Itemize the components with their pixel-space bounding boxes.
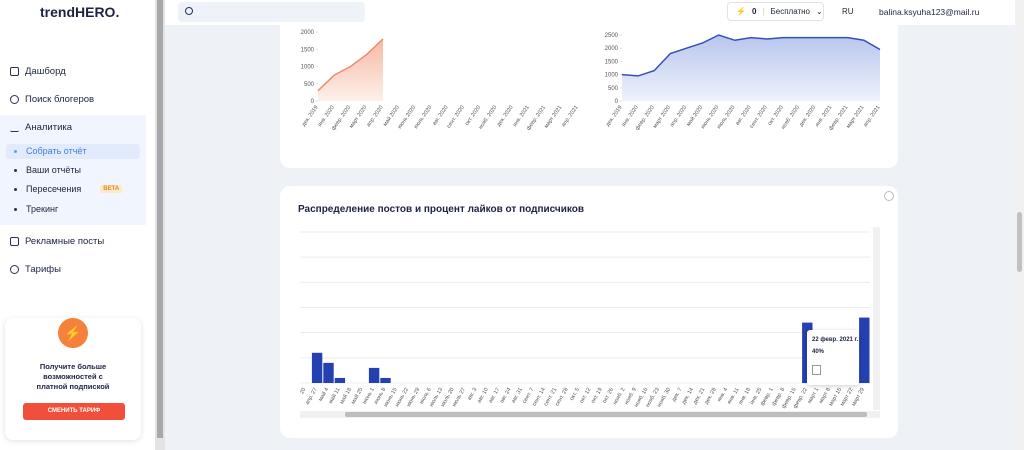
search-icon [185, 7, 193, 15]
analytics-group [0, 115, 146, 225]
y-tick-label: 0 [311, 99, 315, 105]
nav-item[interactable]: Аналитика [10, 122, 72, 133]
nav-label: Поиск блогеров [25, 94, 95, 105]
upgrade-button[interactable]: СМЕНИТЬ ТАРИФ [23, 403, 125, 420]
nav-label: Рекламные посты [25, 236, 105, 247]
y-tick-label: 1500 [301, 47, 315, 53]
sidebar: trendHERO. Дашборд Поиск блогеров Аналит… [0, 0, 155, 450]
sub-label: Пересечения [26, 184, 82, 194]
bolt-icon: ⚡ [736, 7, 746, 16]
search-box[interactable] [178, 2, 365, 22]
tooltip-title: 22 февр. 2021 г. [812, 337, 859, 343]
page-scrollbar [1015, 0, 1024, 450]
promo-card: ⚡ Получите больше возможностей с платной… [5, 318, 141, 440]
y-tick-label: 2000 [605, 46, 619, 52]
sub-item[interactable]: Пересечения BETA [14, 184, 123, 194]
nav-item[interactable]: Тарифы [10, 264, 61, 275]
x-tick-label: окт. 5 [569, 387, 581, 402]
nav-item[interactable]: Поиск блогеров [10, 94, 94, 105]
nav-label: Дашборд [25, 66, 66, 77]
bar [311, 352, 323, 383]
x-tick-label: апр. 2021 [561, 105, 580, 128]
sub-item[interactable]: Трекинг [14, 204, 58, 214]
sub-label: Трекинг [26, 204, 59, 214]
sub-item[interactable]: Собрать отчёт [14, 146, 87, 156]
sidebar-scrollbar [155, 0, 165, 450]
sub-label: Ваши отчёты [26, 165, 81, 175]
bar [380, 377, 391, 383]
y-tick-label: 1500 [605, 59, 619, 65]
beta-badge: BETA [100, 185, 123, 193]
chart-hscroll-thumb[interactable] [345, 412, 867, 417]
line [621, 34, 881, 77]
info-icon[interactable] [884, 191, 894, 201]
y-tick-label: 0 [615, 99, 619, 105]
y-tick-label: 2500 [605, 33, 619, 39]
y-tick-label: 500 [608, 86, 619, 92]
plan-box[interactable]: ⚡ 0 | Бесплатно ⌄ [727, 2, 824, 21]
logo[interactable]: trendHERO. [40, 4, 120, 20]
y-tick-label: 1000 [605, 73, 619, 79]
x-tick-label: 20 [299, 387, 307, 395]
active-item-bg [6, 144, 140, 159]
chart-title: Распределение постов и процент лайков от… [298, 204, 584, 215]
promo-text: Получите больше возможностей с платной п… [36, 362, 110, 391]
y-tick-label: 1000 [301, 65, 315, 71]
tooltip: 22 февр. 2021 г. 40% [807, 330, 859, 385]
bar [368, 367, 380, 383]
nav-item[interactable]: Рекламные посты [10, 236, 104, 247]
area-fill [622, 35, 880, 101]
nav-item[interactable]: Дашборд [10, 66, 66, 77]
language[interactable]: RU [842, 7, 854, 16]
plan: Бесплатно [770, 7, 811, 16]
y-tick-label: 500 [304, 82, 315, 88]
email[interactable]: balina.ksyuha123@mail.ru [879, 7, 980, 17]
sub-item[interactable]: Ваши отчёты [14, 165, 81, 175]
card [280, 186, 898, 438]
bar [859, 317, 870, 383]
bar [334, 377, 346, 383]
x-tick-label: авг. 3 [467, 387, 479, 402]
x-tick-label: апр. 2021 [863, 105, 882, 128]
line [317, 38, 384, 92]
bar [323, 362, 334, 383]
chart-vscroll [873, 227, 880, 410]
credits: 0 [751, 7, 757, 16]
sub-label: Собрать отчёт [26, 146, 87, 156]
y-tick-label: 2000 [301, 30, 315, 36]
promo-icon: ⚡ [58, 318, 88, 348]
nav-label: Аналитика [25, 122, 73, 133]
header: ⚡ 0 | Бесплатно ⌄ RU balina.ksyuha123@mail.r… [165, 0, 1015, 25]
broken-image [812, 365, 821, 375]
tooltip-text: 40% [812, 349, 825, 355]
nav-label: Тарифы [25, 264, 61, 275]
